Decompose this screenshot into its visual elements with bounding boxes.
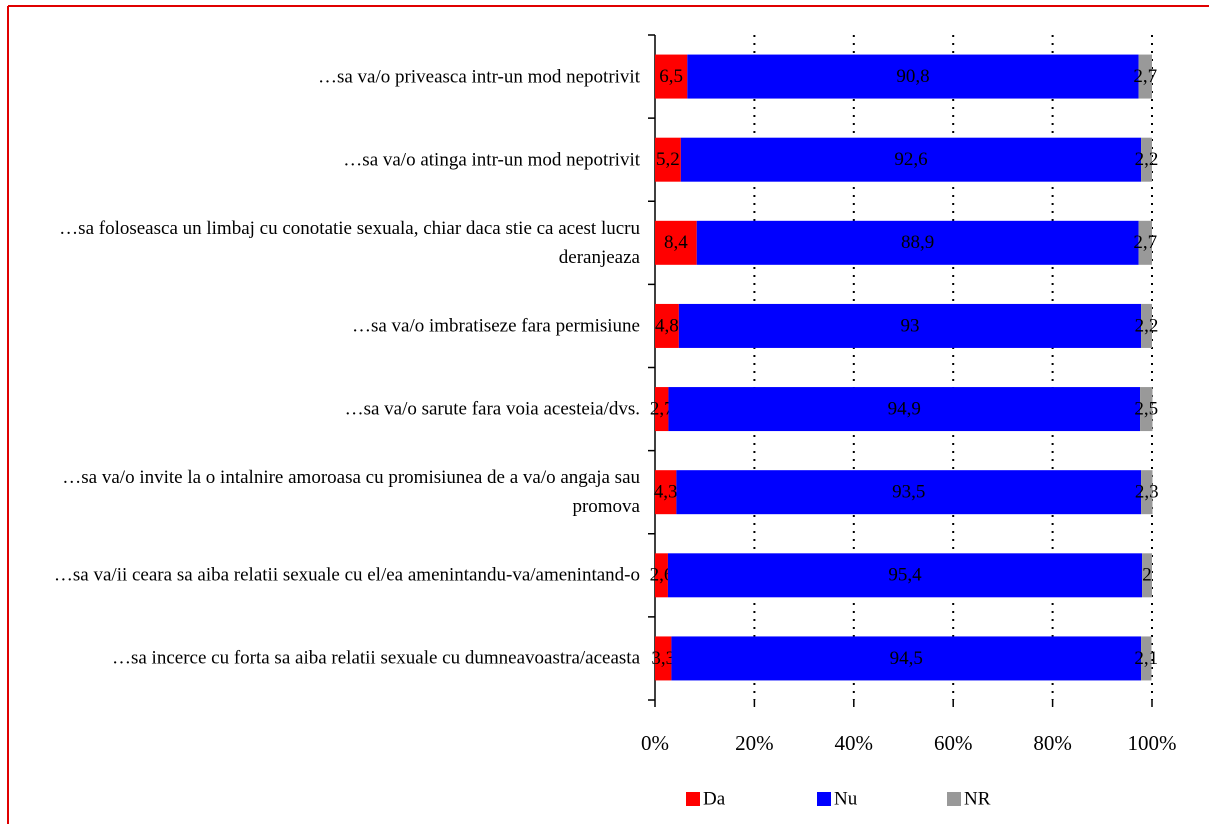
- data-label: 2,3: [1135, 482, 1159, 503]
- data-label: 90,8: [896, 66, 929, 87]
- category-label: …sa va/o sarute fara voia acesteia/dvs.: [344, 398, 640, 420]
- bar-segment: [676, 470, 1142, 515]
- data-label: 95,4: [888, 565, 922, 586]
- data-label: 2: [1142, 565, 1152, 586]
- data-label: 2,2: [1135, 315, 1159, 336]
- category-label: …sa incerce cu forta sa aiba relatii sex…: [111, 647, 640, 669]
- data-label: 2,7: [1133, 232, 1157, 253]
- data-label: 2,1: [1134, 648, 1158, 669]
- category-label: …sa va/o priveasca intr-un mod nepotrivi…: [317, 66, 640, 88]
- x-tick-label: 20%: [735, 731, 774, 755]
- data-label: 2,2: [1135, 149, 1159, 170]
- legend-label: Da: [703, 788, 726, 809]
- bar-segment: [655, 387, 669, 432]
- bar-segment: [655, 303, 679, 348]
- legend-label: NR: [964, 788, 991, 809]
- bar-segment: [655, 636, 672, 681]
- bar-segment: [678, 303, 1142, 348]
- bar-segment: [668, 387, 1141, 432]
- data-label: 93,5: [892, 482, 925, 503]
- x-tick-label: 80%: [1033, 731, 1072, 755]
- data-label: 92,6: [894, 149, 927, 170]
- legend-swatch: [947, 792, 961, 806]
- bar-segment: [1142, 553, 1152, 598]
- bar-segment: [655, 137, 681, 182]
- data-label: 3,3: [651, 648, 675, 669]
- bar-segment: [1141, 137, 1152, 182]
- data-label: 2,7: [650, 398, 674, 419]
- category-label: …sa va/o atinga intr-un mod nepotrivit: [343, 149, 640, 171]
- data-label: 4,3: [654, 482, 678, 503]
- bar-segment: [655, 220, 697, 265]
- bar-segment: [667, 553, 1143, 598]
- bar-segment: [671, 636, 1142, 681]
- x-tick-label: 60%: [934, 731, 973, 755]
- category-label: …sa va/o invite la o intalnire amoroasa …: [62, 467, 640, 518]
- bar-segment: [680, 137, 1142, 182]
- data-label: 88,9: [901, 232, 934, 253]
- x-tick-label: 0%: [641, 731, 669, 755]
- bar-segment: [655, 553, 668, 598]
- category-label: …sa va/o imbratiseze fara permisiune: [351, 315, 640, 337]
- bar-segment: [1140, 387, 1153, 432]
- bar-segment: [696, 220, 1139, 265]
- bar-segment: [655, 54, 688, 99]
- data-label: 5,2: [656, 149, 680, 170]
- data-label: 6,5: [659, 66, 683, 87]
- legend-swatch: [817, 792, 831, 806]
- x-tick-label: 100%: [1128, 731, 1177, 755]
- category-label: …sa foloseasca un limbaj cu conotatie se…: [59, 217, 640, 268]
- category-label: …sa va/ii ceara sa aiba relatii sexuale …: [53, 564, 640, 586]
- legend-swatch: [686, 792, 700, 806]
- bar-segment: [687, 54, 1139, 99]
- data-label: 2,7: [1133, 66, 1157, 87]
- data-label: 94,5: [890, 648, 923, 669]
- bar-segment: [1138, 220, 1152, 265]
- data-label: 4,8: [655, 315, 679, 336]
- bar-segment: [1141, 303, 1152, 348]
- bar-segment: [655, 470, 677, 515]
- bar-segment: [1138, 54, 1152, 99]
- legend-label: Nu: [834, 788, 858, 809]
- bar-segment: [1141, 470, 1153, 515]
- data-label: 93: [900, 315, 919, 336]
- data-label: 2,5: [1134, 398, 1158, 419]
- x-tick-label: 40%: [835, 731, 874, 755]
- bar-segment: [1141, 636, 1152, 681]
- data-label: 2,6: [650, 565, 674, 586]
- data-label: 94,9: [888, 398, 921, 419]
- data-label: 8,4: [664, 232, 688, 253]
